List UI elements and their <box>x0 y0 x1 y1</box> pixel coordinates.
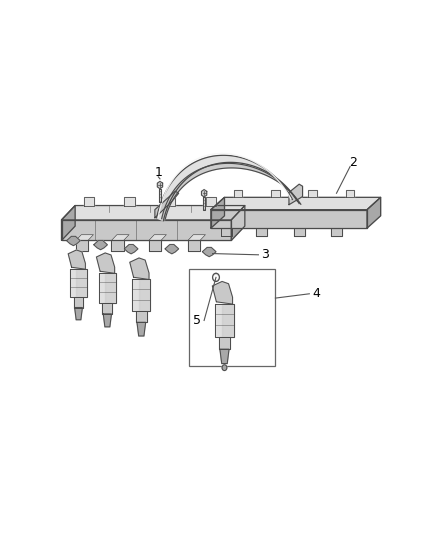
Polygon shape <box>256 228 267 236</box>
Polygon shape <box>156 155 299 221</box>
Polygon shape <box>188 240 200 251</box>
Polygon shape <box>212 281 233 304</box>
Polygon shape <box>308 190 317 197</box>
Polygon shape <box>219 337 230 349</box>
Polygon shape <box>76 240 88 251</box>
Polygon shape <box>124 245 138 254</box>
Polygon shape <box>211 197 224 228</box>
Text: 2: 2 <box>350 156 357 169</box>
Text: 4: 4 <box>312 287 320 300</box>
FancyBboxPatch shape <box>189 269 276 366</box>
Polygon shape <box>159 189 161 202</box>
Polygon shape <box>188 235 205 240</box>
Polygon shape <box>124 197 134 206</box>
Text: 5: 5 <box>193 314 201 327</box>
Polygon shape <box>294 228 304 236</box>
Polygon shape <box>165 245 179 254</box>
Polygon shape <box>203 197 205 210</box>
Polygon shape <box>94 240 107 249</box>
Polygon shape <box>289 184 303 205</box>
Circle shape <box>222 365 227 370</box>
Polygon shape <box>220 349 229 364</box>
Text: 3: 3 <box>261 248 269 261</box>
Polygon shape <box>211 209 367 228</box>
Polygon shape <box>157 181 162 189</box>
Polygon shape <box>76 269 87 297</box>
Polygon shape <box>231 206 245 240</box>
Polygon shape <box>103 314 111 327</box>
Polygon shape <box>61 206 75 240</box>
Polygon shape <box>71 269 87 297</box>
Polygon shape <box>74 308 82 320</box>
Polygon shape <box>346 190 354 197</box>
Polygon shape <box>67 236 80 246</box>
Circle shape <box>212 273 219 281</box>
Polygon shape <box>221 228 232 236</box>
Polygon shape <box>206 197 216 206</box>
Polygon shape <box>130 258 149 279</box>
Polygon shape <box>149 235 166 240</box>
Polygon shape <box>211 197 381 209</box>
Polygon shape <box>222 304 234 337</box>
Polygon shape <box>84 197 94 206</box>
Polygon shape <box>149 240 161 251</box>
Polygon shape <box>102 303 113 314</box>
Polygon shape <box>74 297 83 308</box>
Polygon shape <box>61 206 245 220</box>
Polygon shape <box>162 163 301 220</box>
Circle shape <box>214 276 218 279</box>
Polygon shape <box>233 190 243 197</box>
Polygon shape <box>331 228 342 236</box>
Polygon shape <box>165 197 175 206</box>
Polygon shape <box>96 253 115 273</box>
Polygon shape <box>132 279 150 311</box>
Polygon shape <box>136 311 147 322</box>
Polygon shape <box>105 273 116 303</box>
Text: 1: 1 <box>154 166 162 179</box>
Polygon shape <box>367 197 381 228</box>
Polygon shape <box>111 235 129 240</box>
Polygon shape <box>99 273 116 303</box>
Polygon shape <box>271 190 280 197</box>
Polygon shape <box>111 240 124 251</box>
Polygon shape <box>138 279 150 311</box>
Polygon shape <box>137 322 146 336</box>
Polygon shape <box>202 247 216 257</box>
Polygon shape <box>155 191 179 218</box>
Polygon shape <box>215 304 234 337</box>
Polygon shape <box>68 250 85 269</box>
Polygon shape <box>61 220 231 240</box>
Polygon shape <box>76 235 93 240</box>
Polygon shape <box>201 190 207 197</box>
